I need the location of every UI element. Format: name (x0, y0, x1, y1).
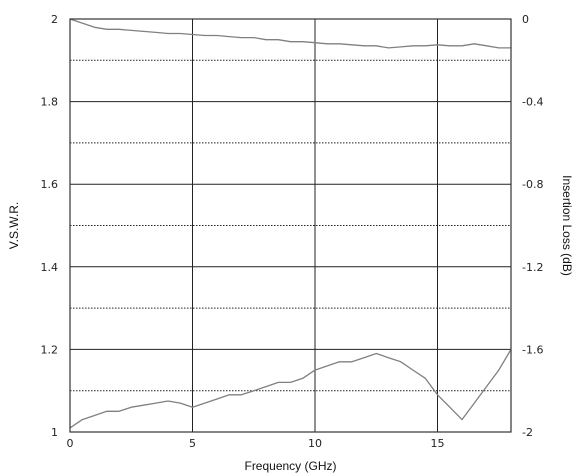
x-tick-label: 10 (308, 437, 322, 450)
y2-tick-label: -0.4 (522, 96, 543, 109)
grid (70, 19, 511, 432)
y2-tick-label: -2 (522, 426, 533, 439)
insertion-loss-series-line (69, 18, 511, 49)
x-axis-label: Frequency (GHz) (244, 459, 336, 473)
x-tick-label: 5 (189, 437, 196, 450)
y-tick-label: 1.8 (41, 96, 59, 109)
y2-tick-label: -0.8 (522, 178, 543, 191)
y-tick-label: 1 (51, 426, 58, 439)
y2-tick-label: 0 (522, 13, 529, 26)
x-tick-label: 0 (67, 437, 74, 450)
y-tick-label: 2 (51, 13, 58, 26)
y-tick-label: 1.4 (41, 261, 59, 274)
series-layer (69, 18, 512, 429)
y-axis-label: V.S.W.R. (7, 202, 21, 250)
tick-labels: 0 5 10 15 1 1.2 1.4 1.6 1.8 2 0 -0.4 -0.8 -1.2 -1.6 -2 (41, 13, 544, 450)
x-tick-label: 15 (431, 437, 445, 450)
vswr-series-line (69, 349, 512, 429)
y2-axis-label: Insertion Loss (dB) (560, 175, 574, 276)
y2-tick-label: -1.6 (522, 343, 543, 356)
y-tick-label: 1.2 (41, 343, 59, 356)
y-tick-label: 1.6 (41, 178, 59, 191)
plot-frame (69, 18, 512, 433)
y2-tick-label: -1.2 (522, 261, 543, 274)
